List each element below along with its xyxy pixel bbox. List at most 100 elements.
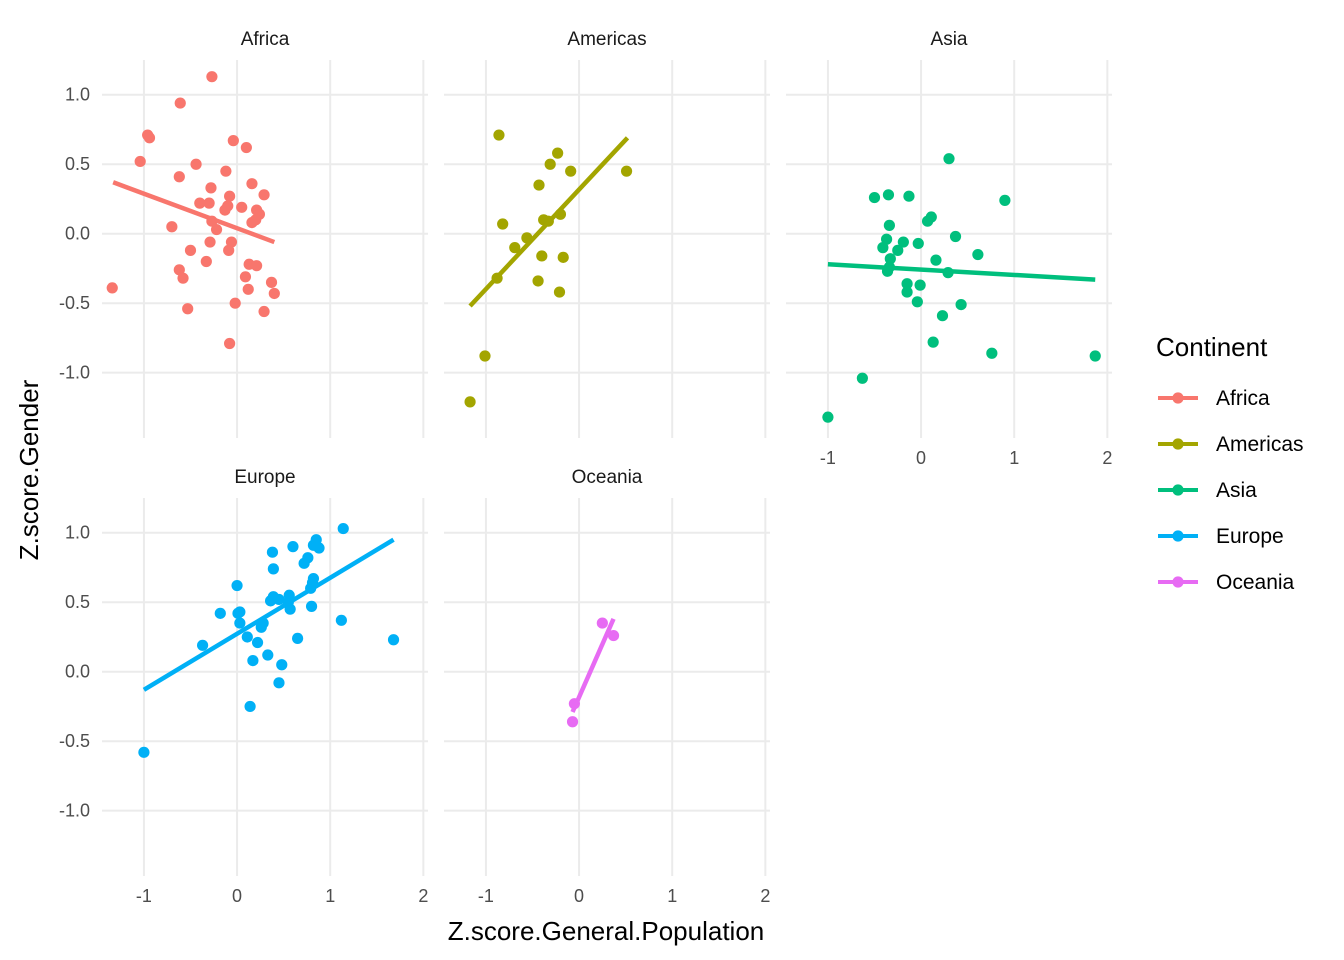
point-europe xyxy=(284,603,296,615)
point-asia xyxy=(943,153,955,165)
point-africa xyxy=(239,271,252,283)
panel-asia: Asia -1 0 1 2 xyxy=(786,29,1112,468)
legend-label-americas: Americas xyxy=(1216,433,1304,456)
point-asia xyxy=(884,253,896,265)
y-tick-label: 0.0 xyxy=(65,224,90,244)
point-asia xyxy=(949,230,962,243)
y-tick-label: 0.0 xyxy=(65,662,90,682)
point-africa xyxy=(246,216,258,229)
point-asia xyxy=(901,286,913,298)
y-tick-label: 0.5 xyxy=(65,592,90,612)
point-africa xyxy=(174,97,186,109)
legend-item-africa: Africa xyxy=(1158,387,1270,410)
point-europe xyxy=(266,546,279,558)
point-americas xyxy=(479,350,491,362)
point-americas xyxy=(565,165,577,177)
point-asia xyxy=(897,236,909,248)
x-tick-label: 2 xyxy=(1102,448,1112,468)
point-africa xyxy=(229,297,241,309)
point-europe xyxy=(247,654,259,667)
point-asia xyxy=(880,233,893,245)
legend-label-africa: Africa xyxy=(1216,387,1270,410)
y-tick-label: -0.5 xyxy=(59,293,90,313)
point-africa xyxy=(265,276,278,288)
point-americas xyxy=(620,165,633,177)
point-africa xyxy=(184,244,197,256)
point-asia xyxy=(877,242,889,254)
point-americas xyxy=(544,158,556,170)
point-europe xyxy=(262,649,274,661)
point-africa xyxy=(246,178,258,190)
legend-label-europe: Europe xyxy=(1216,525,1284,548)
point-europe xyxy=(241,631,253,643)
point-africa xyxy=(173,264,185,276)
point-europe xyxy=(287,541,299,553)
point-asia xyxy=(883,219,895,231)
point-asia xyxy=(856,372,868,384)
point-europe xyxy=(138,746,150,758)
panel-africa: Africa -1.0 -0.5 0.0 0.5 1.0 xyxy=(59,29,428,438)
point-africa xyxy=(203,197,215,209)
x-tick-label: -1 xyxy=(478,886,494,906)
point-africa xyxy=(258,189,270,201)
point-europe xyxy=(387,634,400,646)
point-americas xyxy=(557,251,569,263)
point-asia xyxy=(892,244,904,256)
point-europe xyxy=(231,579,243,592)
x-tick-label: -1 xyxy=(136,886,152,906)
point-americas xyxy=(553,286,566,298)
point-asia xyxy=(999,194,1011,206)
facet-panels: Africa -1.0 -0.5 0.0 0.5 1.0 Americas Asia -1 0 1 2… xyxy=(59,29,1112,906)
point-asia xyxy=(936,310,949,322)
trend-line-oceania xyxy=(570,617,616,713)
point-africa xyxy=(220,165,232,177)
point-asia xyxy=(911,296,923,308)
point-asia xyxy=(903,190,915,202)
point-africa xyxy=(242,283,254,295)
legend-key-point xyxy=(1172,484,1184,496)
point-africa xyxy=(236,201,248,213)
point-africa xyxy=(240,141,252,154)
point-oceania xyxy=(607,629,620,642)
point-europe xyxy=(244,700,256,713)
point-asia xyxy=(822,411,834,423)
trend-line-africa xyxy=(112,180,276,245)
y-tick-label: 1.0 xyxy=(65,85,90,105)
trend-line-americas xyxy=(468,136,630,308)
point-asia xyxy=(868,191,881,204)
point-europe xyxy=(196,639,209,651)
point-europe xyxy=(251,636,264,649)
point-asia xyxy=(930,254,942,266)
point-africa xyxy=(134,155,146,168)
point-asia xyxy=(1089,350,1101,362)
point-africa xyxy=(143,132,156,144)
legend-key-point xyxy=(1172,392,1184,404)
point-africa xyxy=(182,303,194,315)
point-africa xyxy=(210,223,223,236)
point-europe xyxy=(276,659,288,671)
legend-label-oceania: Oceania xyxy=(1216,571,1295,594)
point-africa xyxy=(173,171,185,183)
point-africa xyxy=(268,287,280,300)
y-tick-label: -1.0 xyxy=(59,801,90,821)
point-europe xyxy=(335,614,347,626)
point-europe xyxy=(273,593,285,606)
point-europe xyxy=(273,677,285,689)
legend-key-point xyxy=(1172,438,1184,450)
panel-americas: Americas xyxy=(444,29,770,438)
trend-line-europe xyxy=(142,537,395,692)
legend-item-oceania: Oceania xyxy=(1158,571,1295,594)
point-europe xyxy=(305,600,318,612)
y-tick-label: -1.0 xyxy=(59,363,90,383)
y-tick-label: 1.0 xyxy=(65,523,90,543)
legend-item-asia: Asia xyxy=(1158,479,1257,502)
point-asia xyxy=(972,248,984,261)
legend-item-europe: Europe xyxy=(1158,525,1284,548)
point-asia xyxy=(927,336,939,348)
y-tick-label: 0.5 xyxy=(65,154,90,174)
point-africa xyxy=(190,158,202,170)
facet-label-europe: Europe xyxy=(234,467,295,488)
point-africa xyxy=(258,305,270,318)
point-americas xyxy=(464,396,476,408)
x-tick-label: 0 xyxy=(232,886,242,906)
